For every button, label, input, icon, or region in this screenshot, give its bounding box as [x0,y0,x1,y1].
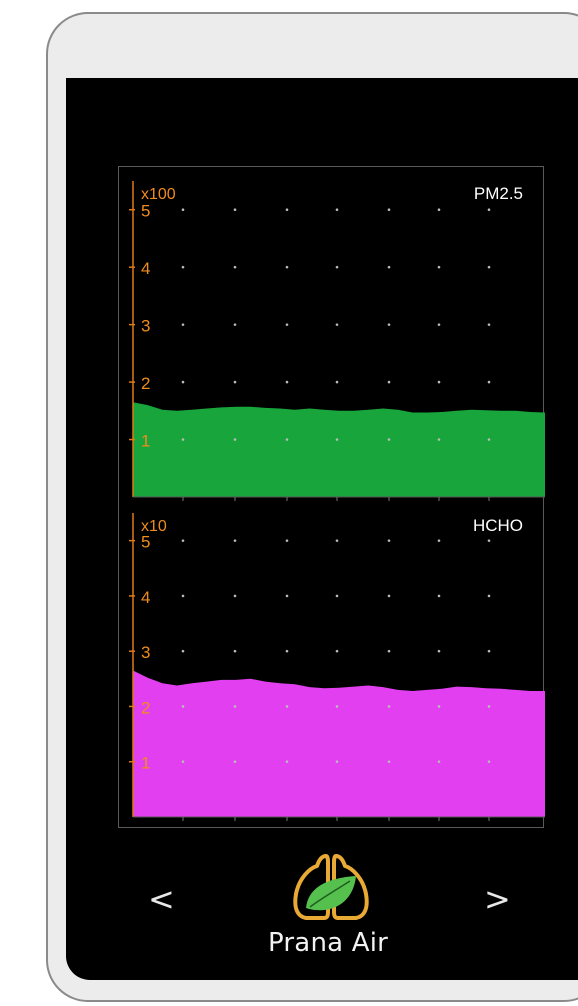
grid-dot [487,705,491,708]
grid-dot [181,539,185,542]
grid-dot [387,208,391,212]
grid-dot [335,438,339,441]
grid-dot [181,380,185,384]
grid-dot [233,265,237,269]
grid-dot [437,323,441,326]
grid-dot [437,539,441,542]
grid-dot [335,208,339,212]
grid-dot [181,265,185,269]
lungs-leaf-icon [293,854,369,920]
y-tick-label: 5 [141,202,150,221]
grid-dot [487,208,491,212]
grid-dot [387,380,391,384]
grid-dot [437,649,441,653]
series-area-1 [133,670,545,817]
grid-dot [285,705,289,708]
grid-dot [181,438,185,441]
lungs-outline [293,854,369,920]
grid-dot [285,649,289,653]
device-screen [66,78,578,980]
y-tick-label: 5 [141,533,150,552]
y-tick-label: 4 [141,259,150,278]
grid-dot [487,649,491,653]
grid-dot [233,208,237,212]
grid-dot [233,438,237,441]
grid-dot [487,323,491,326]
y-tick-label: 1 [141,754,150,773]
grid-dot [437,380,441,384]
grid-dot [233,594,237,598]
grid-dot [487,380,491,384]
leaf-vein [309,880,351,908]
grid-dot [437,594,441,598]
next-button[interactable]: > [484,880,511,918]
multiplier-label-1: x10 [141,518,167,535]
grid-dot [335,539,339,542]
grid-dot [285,265,289,269]
grid-dot [387,539,391,542]
grid-dot [387,705,391,708]
grid-dot [181,649,185,653]
grid-dot [285,539,289,542]
grid-dot [181,705,185,708]
grid-dot [233,323,237,326]
grid-dot [487,438,491,441]
grid-dot [487,594,491,598]
grid-dot [437,208,441,212]
grid-dot [285,208,289,212]
grid-dot [181,760,185,764]
grid-dot [285,760,289,764]
y-tick-label: 3 [141,643,150,662]
grid-dot [487,539,491,542]
grid-dot [387,760,391,764]
grid-dot [437,438,441,441]
grid-dot [181,323,185,326]
grid-dot [233,380,237,384]
y-tick-label: 4 [141,588,150,607]
grid-dot [335,380,339,384]
grid-dot [437,705,441,708]
grid-dot [387,594,391,598]
grid-dot [437,265,441,269]
grid-dot [387,265,391,269]
grid-dot [387,323,391,326]
grid-dot [487,265,491,269]
grid-dot [335,323,339,326]
grid-dot [335,649,339,653]
grid-dot [335,594,339,598]
chart-title-1: HCHO [473,516,523,535]
grid-dot [285,323,289,326]
prev-button[interactable]: < [148,880,175,918]
chart-frame: 1 2 3 4 5 x100 PM2.5 1 2 3 4 5 x10 HCHO [118,166,545,828]
y-tick-label: 2 [141,698,150,717]
grid-dot [335,760,339,764]
grid-dot [387,438,391,441]
series-area-0 [133,402,545,497]
grid-dot [233,649,237,653]
grid-dot [233,760,237,764]
y-tick-label: 2 [141,374,150,393]
grid-dot [181,594,185,598]
grid-dot [335,265,339,269]
grid-dot [285,438,289,441]
grid-dot [387,649,391,653]
multiplier-label-0: x100 [141,186,176,203]
grid-dot [335,705,339,708]
grid-dot [487,760,491,764]
y-tick-label: 1 [141,432,150,451]
grid-dot [233,539,237,542]
grid-dot [285,594,289,598]
grid-dot [285,380,289,384]
grid-dot [437,760,441,764]
brand-name: Prana Air [268,928,389,958]
grid-dot [233,705,237,708]
grid-dot [181,208,185,212]
y-tick-label: 3 [141,317,150,336]
chart-title-0: PM2.5 [474,184,523,203]
